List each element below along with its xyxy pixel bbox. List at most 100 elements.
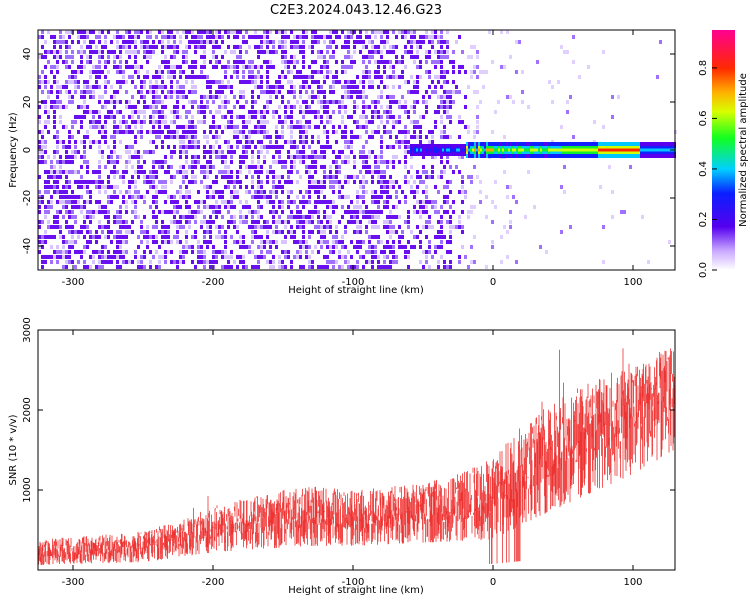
spectrogram-cell [182, 215, 185, 219]
spectrogram-cell [203, 250, 206, 254]
spectrogram-cell [302, 160, 305, 164]
spectrogram-cell [434, 185, 437, 189]
spectrogram-cell [380, 135, 383, 139]
spectrogram-cell [257, 160, 260, 164]
spectrogram-cell [50, 160, 53, 164]
spectrogram-cell [266, 180, 269, 184]
spectrogram-cell [428, 215, 431, 219]
spectrogram-cell [560, 230, 563, 234]
spectrogram-cell [365, 260, 368, 264]
spectrogram-cell [308, 255, 311, 259]
spectrogram-cell [329, 225, 332, 229]
spectrogram-cell [392, 30, 395, 34]
spectrogram-cell [131, 230, 134, 234]
spectrogram-cell [68, 170, 71, 174]
spectrogram-cell [53, 255, 56, 259]
spectrogram-cell [212, 135, 215, 139]
spectrogram-cell [371, 110, 374, 114]
spectrogram-cell [272, 255, 275, 259]
spectrogram-cell [296, 75, 299, 79]
spectrogram-cell [128, 35, 131, 39]
spectrogram-cell [203, 65, 206, 69]
spectrogram-cell [236, 125, 239, 129]
y-tick-label: 3000 [22, 317, 33, 342]
signal-cell [508, 148, 510, 152]
signal-cell [472, 148, 474, 152]
spectrogram-cell [182, 95, 185, 99]
spectrogram-cell [41, 30, 44, 34]
spectrogram-cell [212, 80, 215, 84]
spectrogram-cell [242, 145, 245, 149]
spectrogram-cell [188, 210, 191, 214]
spectrogram-cell [296, 155, 299, 159]
spectrogram-cell [116, 240, 119, 244]
spectrogram-cell [149, 105, 152, 109]
spectrogram-cell [242, 265, 245, 269]
spectrogram-cell [356, 135, 359, 139]
spectrogram-cell [98, 220, 101, 224]
spectrogram-cell [251, 225, 254, 229]
spectrogram-cell [311, 45, 314, 49]
spectrogram-cell [398, 120, 401, 124]
spectrogram-cell [359, 125, 362, 129]
spectrogram-cell [53, 170, 56, 174]
spectrogram-cell [302, 195, 305, 199]
spectrogram-cell [386, 110, 389, 114]
spectrogram-cell [284, 265, 287, 269]
spectrogram-cell [230, 75, 233, 79]
spectrogram-cell [365, 180, 368, 184]
spectrogram-cell [392, 255, 395, 259]
spectrogram-cell [164, 65, 167, 69]
spectrogram-cell [107, 195, 110, 199]
spectrogram-cell [299, 75, 302, 79]
spectrogram-cell [272, 175, 275, 179]
spectrogram-cell [281, 160, 284, 164]
spectrogram-cell [443, 200, 446, 204]
spectrogram-cell [287, 35, 290, 39]
spectrogram-cell [206, 230, 209, 234]
spectrogram-cell [293, 85, 296, 89]
spectrogram-cell [446, 95, 449, 99]
spectrogram-cell [119, 235, 122, 239]
spectrogram-cell [506, 185, 509, 189]
spectrogram-cell [350, 220, 353, 224]
spectrogram-cell [308, 75, 311, 79]
spectrogram-cell [149, 185, 152, 189]
spectrogram-cell [104, 120, 107, 124]
spectrogram-cell [179, 140, 182, 144]
spectrogram-cell [422, 115, 425, 119]
spectrogram-cell [95, 110, 98, 114]
spectrogram-cell [326, 65, 329, 69]
spectrogram-cell [272, 200, 275, 204]
spectrogram-cell [125, 150, 128, 154]
spectrogram-cell [380, 50, 383, 54]
spectrogram-cell [266, 80, 269, 84]
spectrogram-cell [344, 225, 347, 229]
spectrogram-cell [308, 170, 311, 174]
spectrogram-cell [227, 85, 230, 89]
spectrogram-cell [239, 245, 242, 249]
spectrogram-cell [122, 175, 125, 179]
spectrogram-cell [392, 230, 395, 234]
spectrogram-cell [221, 175, 224, 179]
spectrogram-cell [143, 200, 146, 204]
spectrogram-cell [203, 265, 206, 269]
spectrogram-cell [167, 125, 170, 129]
spectrogram-cell [110, 230, 113, 234]
spectrogram-cell [212, 210, 215, 214]
spectrogram-cell [266, 105, 269, 109]
spectrogram-cell [449, 120, 452, 124]
spectrogram-cell [158, 125, 161, 129]
spectrogram-cell [386, 230, 389, 234]
spectrogram-cell [443, 95, 446, 99]
spectrogram-cell [431, 60, 434, 64]
spectrogram-cell [143, 265, 146, 269]
spectrogram-cell [260, 215, 263, 219]
spectrogram-cell [167, 240, 170, 244]
spectrogram-cell [518, 40, 521, 44]
spectrogram-cell [344, 40, 347, 44]
spectrogram-cell [194, 265, 197, 269]
spectrogram-cell [86, 230, 89, 234]
spectrogram-cell [80, 250, 83, 254]
spectrogram-cell [188, 90, 191, 94]
